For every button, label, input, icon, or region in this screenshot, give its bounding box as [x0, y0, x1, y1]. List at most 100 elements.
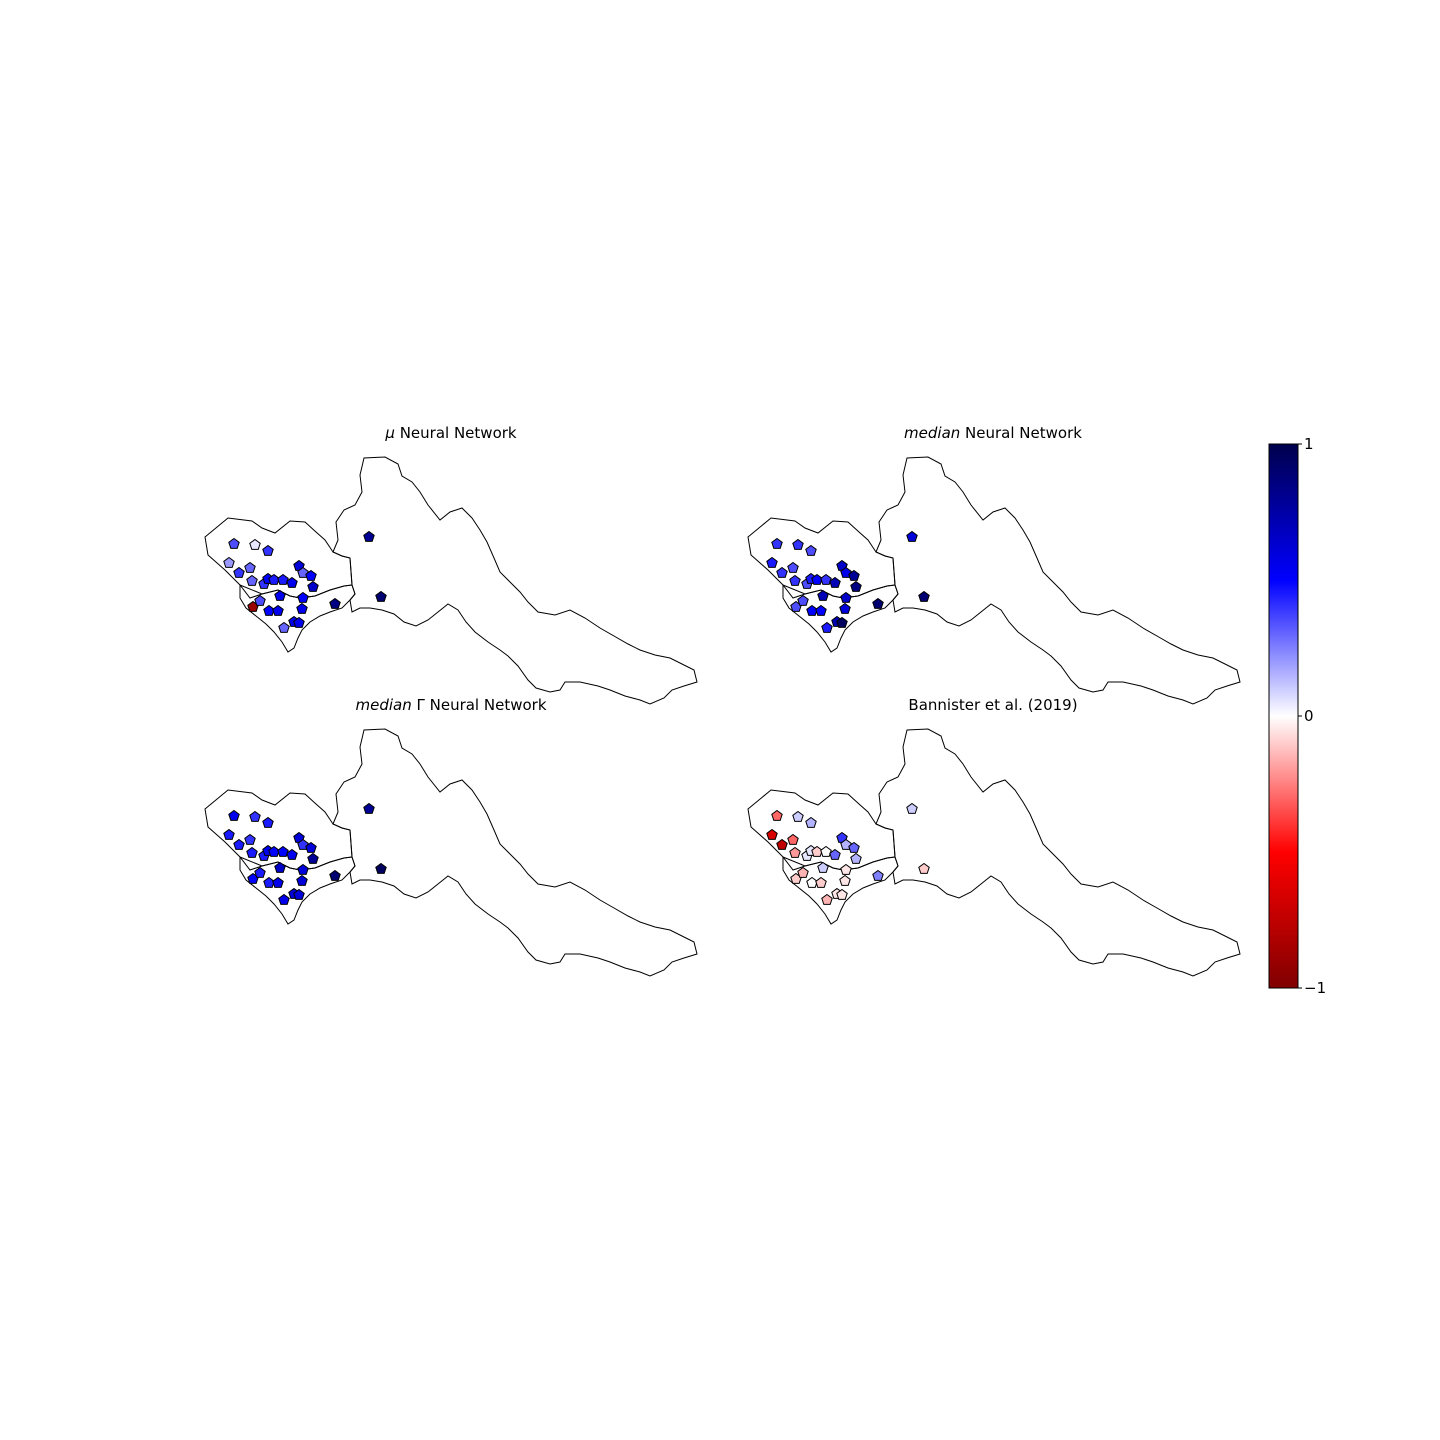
station-marker	[771, 537, 783, 549]
station-marker	[363, 802, 375, 814]
station-marker	[839, 874, 851, 886]
station-marker	[766, 556, 778, 568]
station-marker	[307, 852, 319, 864]
station-marker	[228, 537, 240, 549]
station-marker	[272, 604, 284, 616]
station-marker	[278, 893, 290, 905]
catchment-outline-east	[875, 456, 1241, 705]
station-marker	[254, 594, 266, 606]
station-marker	[836, 616, 848, 628]
station-marker	[815, 876, 827, 888]
station-marker	[848, 569, 860, 581]
station-marker	[249, 810, 261, 822]
station-marker	[789, 574, 801, 586]
station-marker	[797, 594, 809, 606]
station-marker	[821, 893, 833, 905]
station-marker	[787, 561, 799, 573]
station-marker	[329, 597, 341, 609]
catchment-outline-east	[875, 728, 1241, 977]
station-marker	[296, 874, 308, 886]
station-marker	[329, 869, 341, 881]
station-marker	[244, 561, 256, 573]
station-marker	[836, 888, 848, 900]
station-marker	[272, 876, 284, 888]
station-marker	[274, 861, 286, 873]
catchment-outline-west	[747, 517, 896, 599]
station-marker	[820, 573, 832, 585]
station-marker	[263, 876, 275, 888]
station-marker	[872, 597, 884, 609]
station-marker	[806, 604, 818, 616]
station-marker	[223, 556, 235, 568]
station-marker	[277, 573, 289, 585]
station-marker	[363, 530, 375, 542]
map-panel-mu	[204, 456, 698, 705]
station-marker	[840, 863, 852, 875]
station-marker	[286, 848, 298, 860]
station-marker	[254, 866, 266, 878]
station-marker	[776, 566, 788, 578]
station-marker	[797, 866, 809, 878]
station-marker	[262, 816, 274, 828]
station-marker	[223, 828, 235, 840]
station-marker	[262, 544, 274, 556]
catchment-outline-east	[332, 728, 698, 977]
map-panel-median-gamma	[204, 728, 698, 977]
station-marker	[263, 604, 275, 616]
station-marker	[233, 838, 245, 850]
station-marker	[817, 861, 829, 873]
station-marker	[246, 574, 258, 586]
station-marker	[776, 838, 788, 850]
station-marker	[872, 869, 884, 881]
station-marker	[233, 566, 245, 578]
colorbar-label-mid: 0	[1304, 707, 1314, 725]
station-marker	[821, 621, 833, 633]
panel-title-mu: μ Neural Network	[385, 424, 517, 442]
station-marker	[805, 544, 817, 556]
station-marker	[249, 538, 261, 550]
station-marker	[246, 846, 258, 858]
station-marker	[277, 845, 289, 857]
station-marker	[278, 621, 290, 633]
station-marker	[829, 848, 841, 860]
station-marker	[918, 590, 930, 602]
map-panel-median	[747, 456, 1241, 705]
station-marker	[293, 888, 305, 900]
colorbar-label-max: 1	[1304, 435, 1314, 453]
station-marker	[766, 828, 778, 840]
station-marker	[850, 852, 862, 864]
station-marker	[815, 604, 827, 616]
station-marker	[305, 841, 317, 853]
station-marker	[906, 530, 918, 542]
panel-title-median: median Neural Network	[904, 424, 1082, 442]
catchment-outline-east	[332, 456, 698, 705]
station-marker	[228, 809, 240, 821]
catchment-outline-west	[747, 789, 896, 871]
station-marker	[906, 802, 918, 814]
station-marker	[307, 580, 319, 592]
map-panel-bannister	[747, 728, 1241, 977]
station-marker	[305, 569, 317, 581]
station-marker	[792, 538, 804, 550]
station-marker	[244, 833, 256, 845]
station-marker	[375, 590, 387, 602]
station-marker	[850, 580, 862, 592]
colorbar-label-min: −1	[1304, 979, 1327, 997]
station-marker	[806, 876, 818, 888]
station-markers	[766, 802, 930, 905]
station-marker	[297, 591, 309, 603]
station-marker	[839, 602, 851, 614]
station-marker	[771, 809, 783, 821]
station-markers	[223, 530, 387, 633]
station-marker	[375, 862, 387, 874]
station-marker	[286, 576, 298, 588]
station-marker	[789, 846, 801, 858]
station-marker	[787, 833, 799, 845]
station-marker	[820, 845, 832, 857]
station-markers	[766, 530, 930, 633]
station-marker	[918, 862, 930, 874]
station-marker	[840, 591, 852, 603]
panel-title-bannister: Bannister et al. (2019)	[908, 696, 1078, 714]
station-marker	[297, 863, 309, 875]
colorbar	[1268, 443, 1299, 989]
